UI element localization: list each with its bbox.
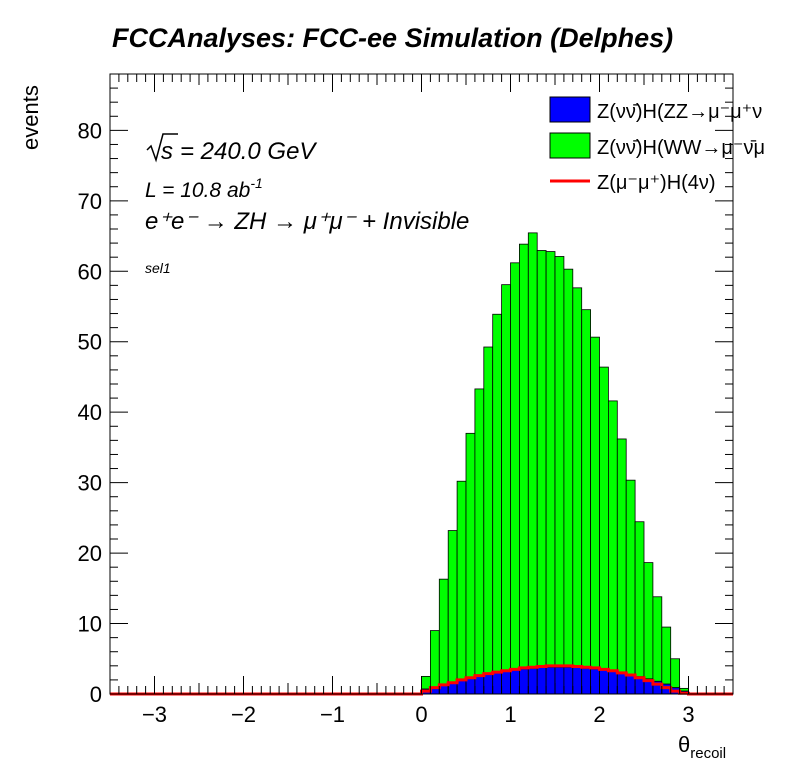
- stacked-bars: [421, 232, 689, 695]
- legend-entry-ww-label: Z(νν̄)H(WW→μ⁻ν̄μ: [597, 137, 765, 159]
- y-tick-label: 0: [90, 682, 102, 707]
- y-tick-label: 20: [78, 541, 102, 566]
- bar-green: [429, 630, 440, 688]
- bar-green: [438, 578, 449, 686]
- bar-green: [519, 243, 529, 670]
- bar-green: [599, 366, 609, 671]
- bar-blue: [545, 666, 556, 695]
- sqrt-s-label: s = 240.0 GeV: [146, 133, 317, 165]
- x-tick-label: 3: [682, 702, 694, 727]
- x-tick-label: 2: [593, 702, 605, 727]
- bar-blue: [581, 667, 592, 695]
- bar-blue: [483, 674, 494, 695]
- y-tick-label: 50: [78, 330, 102, 355]
- bar-green: [652, 596, 663, 682]
- bar-green: [456, 480, 467, 682]
- plot-frame: [109, 73, 734, 695]
- x-tick-label: 0: [415, 702, 427, 727]
- legend-entry-signal-label: Z(μ⁻μ⁺)H(4ν): [597, 172, 716, 194]
- bar-green: [501, 284, 511, 672]
- y-tick-label: 10: [78, 612, 102, 637]
- legend-entry-ww-swatch: [549, 132, 591, 159]
- bar-green: [492, 313, 503, 674]
- y-tick-label: 60: [78, 259, 102, 284]
- bar-blue: [492, 672, 503, 695]
- luminosity-label: L = 10.8 ab-1: [145, 175, 263, 202]
- y-tick-label: 80: [78, 118, 102, 143]
- signal-line-layer: [110, 664, 733, 696]
- x-axis-label: θrecoil: [678, 732, 726, 762]
- sqrt-symbol: [146, 133, 178, 163]
- bar-green: [670, 658, 681, 689]
- process-label: e⁺e⁻ → ZH → μ⁺μ⁻ + Invisible: [145, 208, 469, 235]
- svg-text:= 240.0 GeV: = 240.0 GeV: [180, 138, 317, 165]
- y-tick-label: 70: [78, 189, 102, 214]
- y-tick-label: 30: [78, 471, 102, 496]
- legend-entry-zz-swatch: [549, 96, 591, 123]
- bar-green: [545, 251, 556, 668]
- x-tick-label: −1: [320, 702, 345, 727]
- bar-green: [581, 309, 592, 669]
- signal-line: [110, 664, 733, 696]
- bar-blue: [572, 667, 583, 695]
- bar-green: [510, 262, 520, 671]
- bar-blue: [519, 668, 529, 695]
- bar-green: [572, 287, 583, 668]
- bar-blue: [536, 667, 547, 695]
- bar-green: [563, 268, 574, 668]
- y-axis-label: events: [18, 85, 43, 150]
- bar-blue: [563, 666, 574, 695]
- bar-blue: [608, 671, 618, 695]
- x-tick-label: 1: [504, 702, 516, 727]
- bar-green: [474, 388, 485, 677]
- bar-blue: [501, 671, 511, 695]
- bar-green: [465, 432, 476, 679]
- annotations: s = 240.0 GeV L = 10.8 ab-1 e⁺e⁻ → ZH → …: [145, 133, 469, 276]
- bar-green: [483, 346, 494, 676]
- bar-blue: [590, 668, 600, 695]
- bar-green: [590, 336, 600, 670]
- chart-title: FCCAnalyses: FCC-ee Simulation (Delphes): [112, 23, 673, 53]
- bar-green: [634, 521, 645, 678]
- y-tick-label: 40: [78, 400, 102, 425]
- bar-green: [643, 562, 654, 680]
- legend: Z(νν̄)H(ZZ→μ⁻μ⁺ν Z(νν̄)H(WW→μ⁻ν̄μ Z(μ⁻μ⁺…: [549, 96, 765, 194]
- bar-green: [661, 626, 672, 685]
- x-tick-label: −2: [231, 702, 256, 727]
- x-tick-label: −3: [142, 702, 167, 727]
- bar-blue: [554, 666, 565, 695]
- bar-green: [527, 232, 538, 669]
- bar-green: [554, 256, 565, 668]
- bar-green: [608, 400, 618, 672]
- bar-green: [536, 250, 547, 668]
- bar-green: [625, 479, 636, 676]
- bar-blue: [527, 667, 538, 695]
- legend-entry-zz-label: Z(νν̄)H(ZZ→μ⁻μ⁺ν: [597, 101, 762, 123]
- selection-label: sel1: [145, 260, 171, 276]
- bar-green: [616, 438, 627, 674]
- svg-text:s: s: [161, 138, 173, 165]
- axis-ticks: [109, 73, 734, 695]
- bar-green: [447, 530, 458, 684]
- bar-blue: [510, 669, 520, 695]
- bar-blue: [599, 669, 609, 695]
